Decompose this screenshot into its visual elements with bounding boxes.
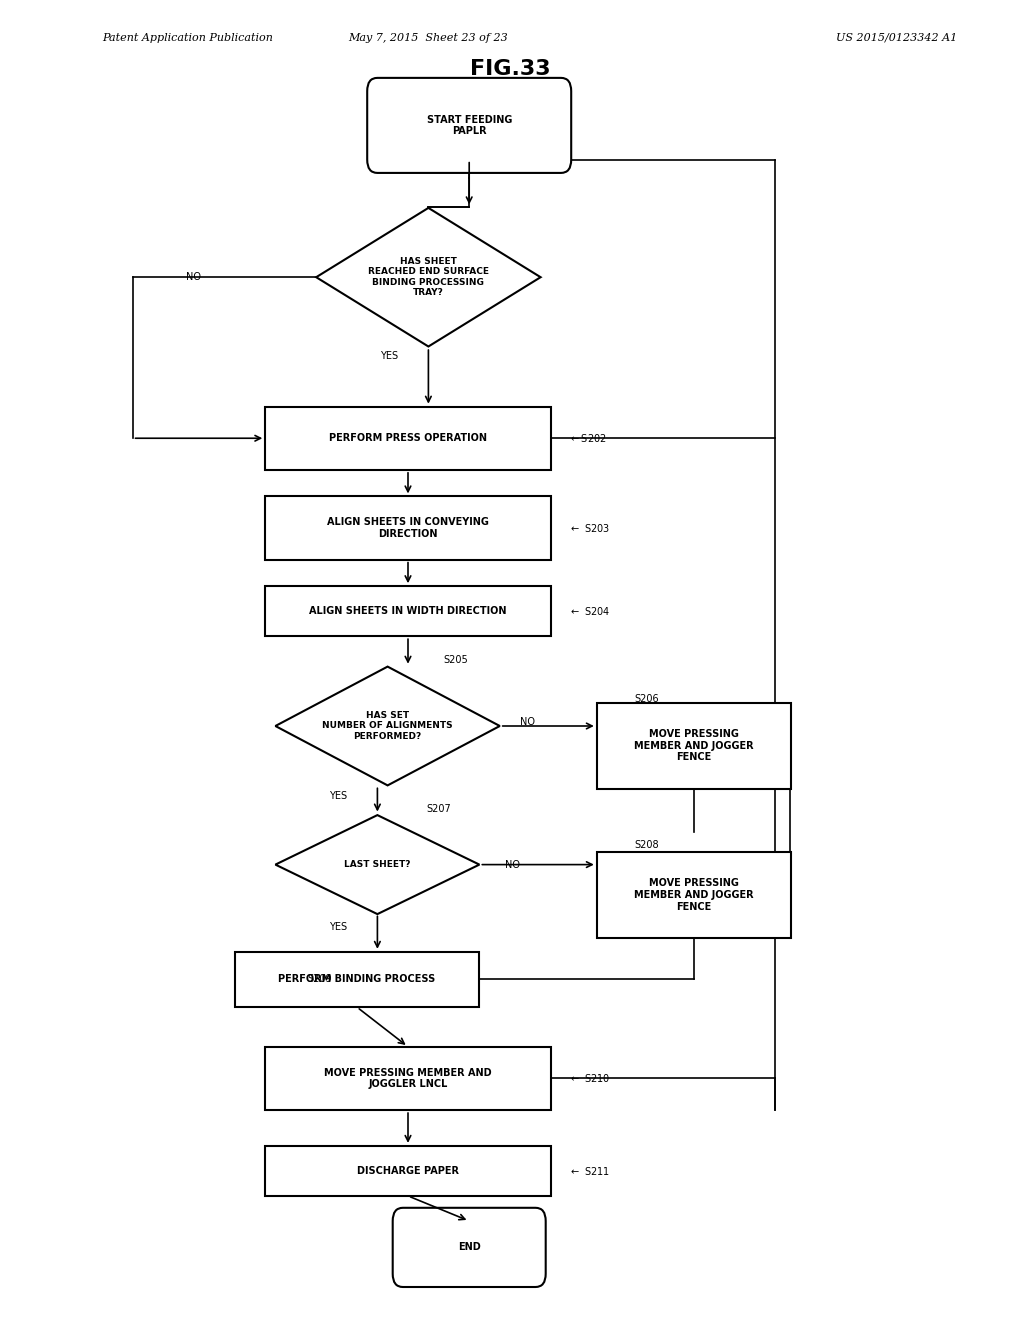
FancyBboxPatch shape	[367, 78, 571, 173]
FancyBboxPatch shape	[265, 407, 550, 470]
Text: YES: YES	[328, 791, 346, 801]
Text: START FEEDING
PAPLR: START FEEDING PAPLR	[426, 115, 512, 136]
Text: $\leftarrow$ S203: $\leftarrow$ S203	[569, 521, 609, 535]
Text: S205: S205	[443, 655, 468, 665]
FancyBboxPatch shape	[392, 1208, 545, 1287]
Text: May 7, 2015  Sheet 23 of 23: May 7, 2015 Sheet 23 of 23	[348, 33, 507, 44]
FancyBboxPatch shape	[265, 496, 550, 560]
Text: ALIGN SHEETS IN CONVEYING
DIRECTION: ALIGN SHEETS IN CONVEYING DIRECTION	[327, 517, 488, 539]
Text: YES: YES	[328, 921, 346, 932]
Polygon shape	[275, 667, 499, 785]
Text: $\leftarrow$ S211: $\leftarrow$ S211	[569, 1164, 609, 1177]
Text: MOVE PRESSING MEMBER AND
JOGGLER LNCL: MOVE PRESSING MEMBER AND JOGGLER LNCL	[324, 1068, 491, 1089]
Text: NO: NO	[520, 717, 535, 727]
FancyBboxPatch shape	[265, 586, 550, 636]
Text: DISCHARGE PAPER: DISCHARGE PAPER	[357, 1166, 459, 1176]
Text: PERFORM BINDING PROCESS: PERFORM BINDING PROCESS	[278, 974, 435, 985]
Text: MOVE PRESSING
MEMBER AND JOGGER
FENCE: MOVE PRESSING MEMBER AND JOGGER FENCE	[633, 878, 753, 912]
Text: PERFORM PRESS OPERATION: PERFORM PRESS OPERATION	[329, 433, 486, 444]
Text: NO: NO	[186, 272, 201, 282]
FancyBboxPatch shape	[234, 952, 479, 1007]
Text: LAST SHEET?: LAST SHEET?	[343, 861, 411, 869]
Text: FIG.33: FIG.33	[469, 59, 550, 79]
FancyBboxPatch shape	[596, 853, 790, 937]
Text: $\leftarrow$ S210: $\leftarrow$ S210	[569, 1072, 609, 1085]
Text: $\leftarrow$ S204: $\leftarrow$ S204	[569, 605, 609, 618]
Polygon shape	[316, 207, 540, 346]
Text: S206: S206	[634, 693, 658, 704]
Text: MOVE PRESSING
MEMBER AND JOGGER
FENCE: MOVE PRESSING MEMBER AND JOGGER FENCE	[633, 729, 753, 763]
FancyBboxPatch shape	[265, 1146, 550, 1196]
Text: YES: YES	[379, 351, 397, 362]
Text: HAS SET
NUMBER OF ALIGNMENTS
PERFORMED?: HAS SET NUMBER OF ALIGNMENTS PERFORMED?	[322, 711, 452, 741]
Text: $\leftarrow$S202: $\leftarrow$S202	[569, 432, 606, 445]
Text: S208: S208	[634, 840, 658, 850]
Text: Patent Application Publication: Patent Application Publication	[102, 33, 273, 44]
Text: HAS SHEET
REACHED END SURFACE
BINDING PROCESSING
TRAY?: HAS SHEET REACHED END SURFACE BINDING PR…	[368, 257, 488, 297]
Polygon shape	[275, 816, 479, 913]
Text: ALIGN SHEETS IN WIDTH DIRECTION: ALIGN SHEETS IN WIDTH DIRECTION	[309, 606, 506, 616]
Text: END: END	[458, 1242, 480, 1253]
Text: US 2015/0123342 A1: US 2015/0123342 A1	[836, 33, 957, 44]
Text: NO: NO	[504, 859, 520, 870]
FancyBboxPatch shape	[265, 1047, 550, 1110]
FancyBboxPatch shape	[596, 704, 790, 789]
Text: S209: S209	[307, 974, 331, 985]
Text: S207: S207	[426, 804, 450, 814]
